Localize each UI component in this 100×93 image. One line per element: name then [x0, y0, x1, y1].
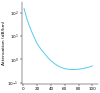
Y-axis label: Attenuation (dB/km): Attenuation (dB/km) [2, 21, 6, 65]
